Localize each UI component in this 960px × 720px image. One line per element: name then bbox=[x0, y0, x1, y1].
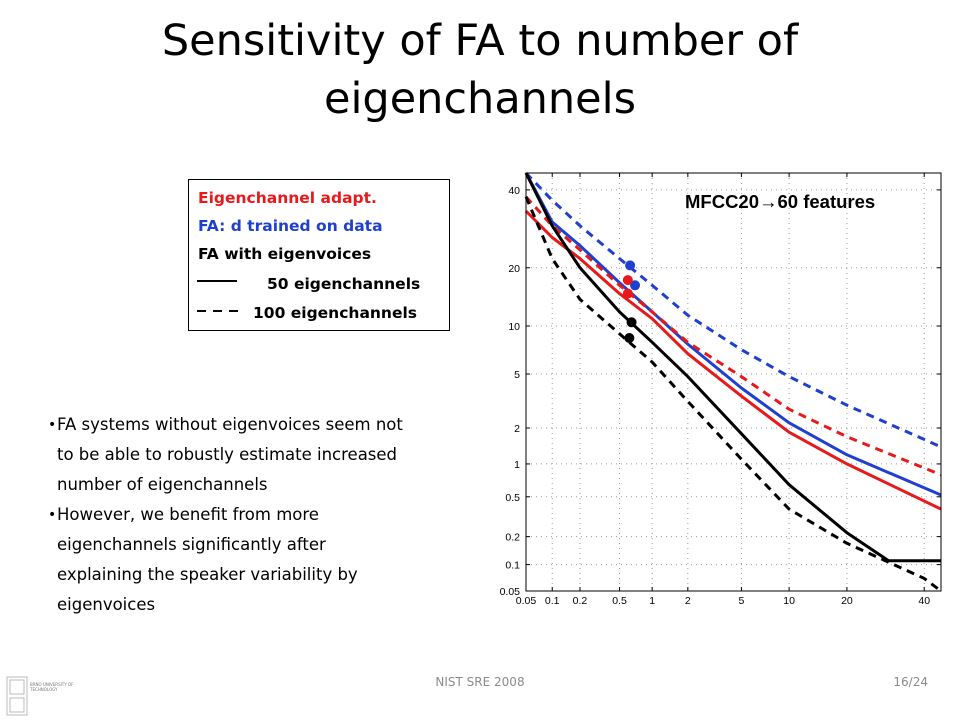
legend-solid-sample bbox=[197, 280, 237, 282]
series-marker-4 bbox=[622, 288, 633, 299]
x-tick-label: 1 bbox=[649, 595, 655, 607]
title-line-2: eigenchannels bbox=[324, 74, 636, 124]
y-tick-label: 0.5 bbox=[505, 492, 520, 504]
x-tick-label: 20 bbox=[841, 595, 853, 607]
series-line-2 bbox=[524, 172, 942, 497]
chart-series bbox=[524, 171, 942, 593]
legend-fa-eigenvoices: FA with eigenvoices bbox=[198, 245, 372, 263]
y-tick-label: 1 bbox=[514, 459, 520, 471]
x-tick-label: 0.5 bbox=[612, 595, 627, 607]
y-tick-label: 40 bbox=[508, 185, 520, 197]
bullet-item-2: However, we benefit from more eigenchann… bbox=[48, 500, 408, 620]
legend-dashed-label: 100 eigenchannels bbox=[253, 304, 418, 322]
annotation-arrow: → bbox=[759, 191, 778, 212]
x-tick-label: 2 bbox=[685, 595, 691, 607]
y-tick-label: 0.1 bbox=[505, 560, 520, 572]
chart-annotation: MFCC20→60 features bbox=[685, 191, 875, 212]
university-logo-icon bbox=[6, 676, 28, 716]
series-marker-3 bbox=[622, 275, 633, 286]
y-tick-label: 0.05 bbox=[500, 586, 521, 598]
x-tick-label: 0.05 bbox=[516, 595, 537, 607]
annotation-suffix: 60 features bbox=[778, 191, 876, 212]
x-tick-label: 5 bbox=[738, 595, 744, 607]
page-number: 16/24 bbox=[893, 675, 928, 689]
footer-text: NIST SRE 2008 bbox=[435, 675, 525, 689]
series-line-5 bbox=[524, 172, 941, 563]
x-tick-label: 10 bbox=[783, 595, 795, 607]
logo-text: BRNO UNIVERSITY OF TECHNOLOGY bbox=[30, 682, 74, 692]
bullet-list: FA systems without eigenvoices seem not … bbox=[48, 410, 408, 620]
legend-box: Eigenchannel adapt. FA: d trained on dat… bbox=[188, 179, 450, 331]
x-tick-label: 40 bbox=[918, 595, 930, 607]
legend-solid-label: 50 eigenchannels bbox=[267, 275, 421, 293]
y-tick-label: 0.2 bbox=[505, 532, 520, 544]
x-tick-label: 0.1 bbox=[545, 595, 560, 607]
legend-eigenchannel-adapt: Eigenchannel adapt. bbox=[198, 189, 377, 207]
legend-fa-d-trained: FA: d trained on data bbox=[198, 217, 383, 235]
series-marker-5 bbox=[626, 317, 637, 328]
series-line-1 bbox=[524, 171, 942, 449]
bullet-item-1: FA systems without eigenvoices seem not … bbox=[48, 410, 408, 500]
x-tick-label: 0.2 bbox=[573, 595, 588, 607]
series-marker-2 bbox=[630, 280, 641, 291]
y-tick-label: 20 bbox=[508, 263, 520, 275]
series-marker-1 bbox=[625, 260, 636, 271]
title-line-1: Sensitivity of FA to number of bbox=[161, 16, 799, 66]
slide-title: Sensitivity of FA to number of eigenchan… bbox=[80, 12, 880, 128]
chart-ticks: 0.05 0.1 0.2 0.5 1 2 5 10 20 40 0.05 0.1 0.2 0.5 1 2 5 10… bbox=[500, 173, 941, 607]
det-chart: 0.05 0.1 0.2 0.5 1 2 5 10 20 40 0.05 0.1 0.2 0.5 1 2 5 10… bbox=[500, 171, 942, 607]
annotation-main: MFCC20 bbox=[685, 191, 759, 212]
y-tick-label: 10 bbox=[508, 321, 520, 333]
legend-dashed-sample bbox=[197, 310, 241, 312]
y-tick-label: 5 bbox=[514, 369, 520, 381]
y-tick-label: 2 bbox=[514, 423, 520, 435]
series-line-3 bbox=[524, 195, 942, 477]
series-line-6 bbox=[524, 196, 942, 593]
series-marker-6 bbox=[624, 332, 635, 343]
plot-frame bbox=[525, 172, 942, 592]
